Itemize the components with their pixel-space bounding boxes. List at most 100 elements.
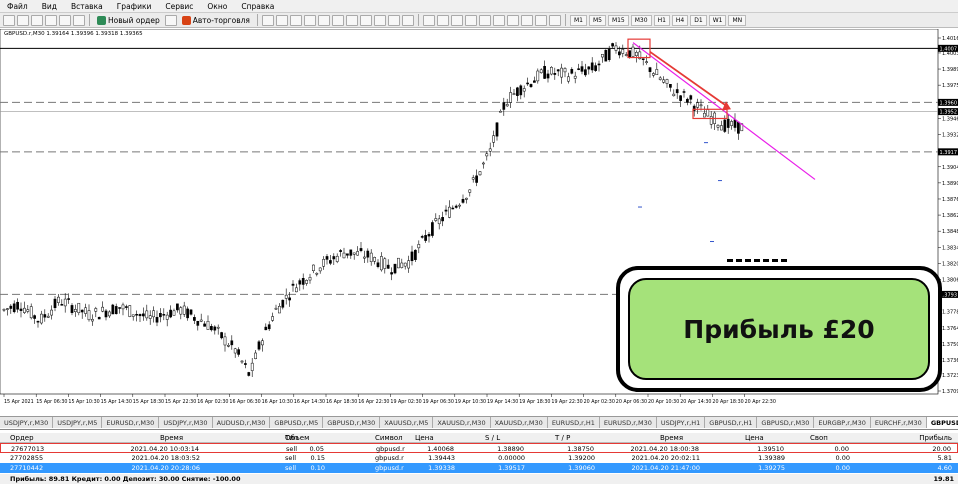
hline-button[interactable] (464, 14, 477, 26)
candle-body (176, 303, 179, 311)
order-cell: 2021.04.20 20:28:06 (131, 464, 200, 472)
candle-chart-button[interactable] (275, 14, 288, 26)
new-chart-button[interactable] (3, 14, 15, 26)
chart-tab[interactable]: XAUUSD,r,M30 (491, 417, 548, 428)
chart-tab[interactable]: GBPUSD,r,M30 (323, 417, 381, 428)
chart-tab[interactable]: XAUUSD,r,M30 (433, 417, 491, 428)
candle-body (587, 66, 591, 70)
column-header[interactable]: Время (660, 434, 684, 442)
chart-tab[interactable]: EURUSD,r,H1 (548, 417, 600, 428)
menu-window[interactable]: Окно (207, 1, 228, 11)
terminal-button[interactable] (59, 14, 71, 26)
chart-tab[interactable]: EURCHF,r,M30 (871, 417, 927, 428)
trendline-button[interactable] (478, 14, 491, 26)
bar-chart-button[interactable] (261, 14, 274, 26)
chart-tab[interactable]: EURGBP,r,M30 (814, 417, 871, 428)
candle-body (601, 54, 604, 58)
candle-body (193, 317, 196, 321)
autoscroll-button[interactable] (345, 14, 358, 26)
chart-tab[interactable]: GBPUSD,r,M30 (926, 417, 958, 428)
column-header[interactable]: Ордер (10, 434, 34, 442)
order-row[interactable]: 27710442 2021.04.20 20:28:06 sell 0.10 gbpus… (0, 463, 958, 473)
candle-body (577, 68, 580, 70)
navigator-button[interactable] (45, 14, 57, 26)
column-header[interactable]: S / L (485, 434, 501, 442)
indicators-button[interactable] (373, 14, 386, 26)
tf-m5[interactable]: M5 (588, 14, 606, 26)
candle-body (250, 362, 254, 371)
terminal-footer: Прибыль: 89.81 Кредит: 0.00 Депозит: 30.… (0, 474, 958, 484)
menu-charts[interactable]: Графики (116, 1, 152, 11)
chart-tab[interactable]: GBPUSD,r,M5 (270, 417, 324, 428)
column-header[interactable]: T / P (555, 434, 571, 442)
chart-tab[interactable]: EURUSD,r,M30 (600, 417, 657, 428)
candle-body (118, 307, 121, 309)
menu-file[interactable]: Файл (7, 1, 28, 11)
tf-mn[interactable]: MN (728, 14, 747, 26)
market-watch-button[interactable] (31, 14, 43, 26)
period-button[interactable] (387, 14, 400, 26)
label-button[interactable] (534, 14, 547, 26)
autotrade-button[interactable]: Авто-торговля (179, 14, 253, 26)
price-tick-label: 1.3709 (942, 389, 958, 395)
profit-callout-text: Прибыль £20 (683, 314, 875, 344)
vline-button[interactable] (450, 14, 463, 26)
cursor-button[interactable] (422, 14, 435, 26)
candle-body (417, 244, 421, 249)
tf-d1[interactable]: D1 (690, 14, 707, 26)
order-cell: 0.15 (310, 454, 325, 462)
tf-m15[interactable]: M15 (607, 14, 629, 26)
tf-m30[interactable]: M30 (630, 14, 652, 26)
price-tick-label: 1.3890 (942, 181, 958, 187)
arrows-button[interactable] (548, 14, 561, 26)
column-header[interactable]: Своп (810, 434, 828, 442)
chart-tab[interactable]: USDJPY,r,M30 (159, 417, 213, 428)
chart-tab[interactable]: EURUSD,r,M30 (102, 417, 160, 428)
chart-tab[interactable]: USDJPY,r,M5 (53, 417, 103, 428)
chart-tab[interactable]: AUDUSD,r,M30 (213, 417, 271, 428)
tf-w1[interactable]: W1 (708, 14, 727, 26)
column-header[interactable]: Символ (375, 434, 403, 442)
text-button[interactable] (520, 14, 533, 26)
price-chart[interactable]: GBPUSD.r,M30 1.39164 1.39396 1.39318 1.3… (0, 28, 958, 416)
zoom-out-button[interactable] (317, 14, 330, 26)
order-row[interactable]: 27702855 2021.04.20 18:03:52 sell 0.15 gbpus… (0, 453, 958, 463)
chart-tab[interactable]: GBPUSD,r,H1 (705, 417, 758, 428)
tile-button[interactable] (331, 14, 344, 26)
line-chart-button[interactable] (289, 14, 302, 26)
candle-body (257, 341, 261, 350)
menu-insert[interactable]: Вставка (70, 1, 103, 11)
column-header[interactable]: Прибыль (919, 434, 952, 442)
column-header[interactable]: Время (160, 434, 184, 442)
profiles-button[interactable] (17, 14, 29, 26)
candle-body (465, 197, 468, 200)
chart-tab[interactable]: GBPUSD,r,M30 (757, 417, 815, 428)
tf-h1[interactable]: H1 (653, 14, 670, 26)
chart-tab[interactable]: USDJPY,r,M30 (0, 417, 54, 428)
zoom-in-button[interactable] (303, 14, 316, 26)
tester-button[interactable] (73, 14, 85, 26)
new-order-button[interactable]: Новый ордер (94, 14, 163, 26)
column-header[interactable]: Объем (285, 434, 310, 442)
column-header[interactable]: Тип (285, 434, 299, 442)
menu-tools[interactable]: Сервис (165, 1, 194, 11)
tf-h4[interactable]: H4 (671, 14, 689, 26)
menu-view[interactable]: Вид (41, 1, 57, 11)
fibo-button[interactable] (506, 14, 519, 26)
candle-body (26, 309, 30, 312)
price-tick-label: 1.4016 (942, 36, 958, 42)
candle-body (414, 249, 417, 260)
crosshair-button[interactable] (436, 14, 449, 26)
tf-m1[interactable]: M1 (569, 14, 587, 26)
column-header[interactable]: Цена (745, 434, 764, 442)
chart-tab[interactable]: XAUUSD,r,M5 (380, 417, 434, 428)
metaeditor-button[interactable] (164, 14, 177, 26)
column-header[interactable]: Цена (415, 434, 434, 442)
order-row[interactable]: 27677013 2021.04.20 10:03:14 sell 0.05 gbpus… (0, 443, 958, 453)
templates-button[interactable] (401, 14, 414, 26)
chart-tab[interactable]: USDJPY,r,H1 (657, 417, 706, 428)
chart-shift-button[interactable] (359, 14, 372, 26)
price-tick-label: 1.3778 (942, 310, 958, 316)
channel-button[interactable] (492, 14, 505, 26)
menu-help[interactable]: Справка (241, 1, 275, 11)
